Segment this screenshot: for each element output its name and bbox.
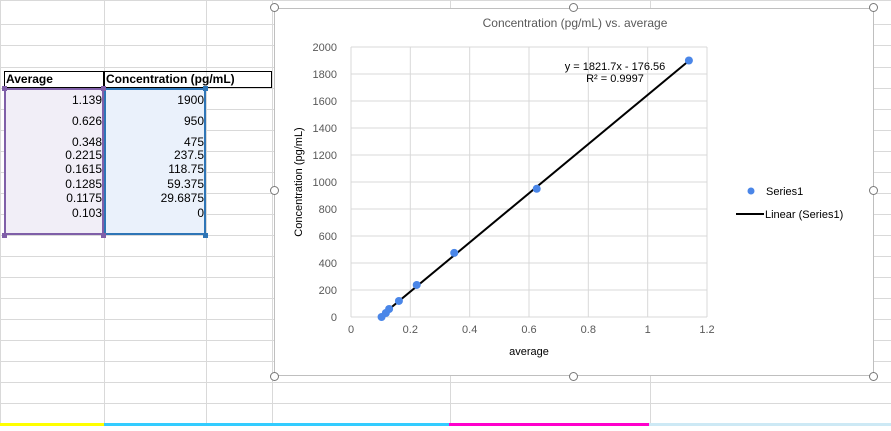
- color-bar-yellow: [0, 423, 104, 426]
- chart-resize-handle[interactable]: [270, 3, 279, 12]
- avg-cell[interactable]: 0.103: [71, 206, 102, 220]
- conc-cell[interactable]: 59.375: [167, 177, 204, 191]
- y-axis-label: Concentration (pg/mL): [293, 127, 305, 236]
- data-point: [394, 296, 403, 305]
- color-bar-lightblue: [649, 423, 891, 426]
- x-tick-label: 0.2: [403, 324, 418, 336]
- legend-marker-series1: [747, 187, 755, 195]
- chart-resize-handle[interactable]: [270, 372, 279, 381]
- chart-resize-handle[interactable]: [569, 3, 578, 12]
- conc-cell[interactable]: 0: [197, 206, 204, 220]
- selection-handle[interactable]: [101, 233, 106, 238]
- conc-cell[interactable]: 237.5: [173, 148, 204, 162]
- avg-cell[interactable]: 0.1175: [66, 191, 102, 205]
- y-tick-label: 1800: [313, 69, 337, 81]
- avg-cell[interactable]: 0.2215: [65, 148, 102, 162]
- conc-cell[interactable]: 1900: [177, 93, 204, 107]
- data-point: [450, 248, 459, 257]
- selection-handle[interactable]: [203, 233, 208, 238]
- x-tick-label: 1: [645, 324, 651, 336]
- trendline-r-squared: R² = 0.9997: [586, 73, 644, 85]
- data-point: [684, 56, 693, 65]
- avg-cell[interactable]: 0.1615: [65, 162, 102, 176]
- y-tick-label: 1000: [313, 177, 337, 189]
- color-bar-cyan: [104, 423, 449, 426]
- header-average-cell[interactable]: [4, 71, 104, 88]
- y-tick-label: 0: [331, 312, 337, 324]
- y-tick-label: 600: [319, 231, 337, 243]
- header-concentration-cell[interactable]: [104, 71, 272, 88]
- conc-cell[interactable]: 950: [183, 114, 204, 128]
- concentration-range-selection[interactable]: [104, 88, 206, 235]
- y-tick-label: 2000: [313, 42, 337, 54]
- avg-cell[interactable]: 0.1285: [65, 177, 102, 191]
- color-bar-magenta: [449, 423, 649, 426]
- trendline-equation: y = 1821.7x - 176.56: [565, 61, 666, 73]
- header-average: Average: [6, 72, 53, 86]
- y-tick-label: 1600: [313, 96, 337, 108]
- chart-resize-handle[interactable]: [869, 186, 878, 195]
- x-tick-label: 0.6: [521, 324, 536, 336]
- y-tick-label: 400: [319, 258, 337, 270]
- chart-title: Concentration (pg/mL) vs. average: [483, 16, 668, 30]
- selection-handle[interactable]: [2, 86, 7, 91]
- average-range-selection[interactable]: [4, 88, 104, 235]
- header-concentration: Concentration (pg/mL): [106, 72, 235, 86]
- y-tick-label: 1200: [313, 150, 337, 162]
- chart-resize-handle[interactable]: [869, 372, 878, 381]
- chart-resize-handle[interactable]: [569, 372, 578, 381]
- legend-label-trendline: Linear (Series1): [765, 209, 843, 221]
- x-tick-label: 0: [348, 324, 354, 336]
- data-point: [412, 280, 421, 289]
- chart-resize-handle[interactable]: [270, 186, 279, 195]
- conc-cell[interactable]: 29.6875: [160, 191, 204, 205]
- x-tick-label: 1.2: [699, 324, 714, 336]
- chart-resize-handle[interactable]: [869, 3, 878, 12]
- scatter-chart: Concentration (pg/mL) vs. average 0 200 400…: [293, 16, 843, 358]
- conc-cell[interactable]: 475: [183, 135, 204, 149]
- selection-handle[interactable]: [101, 86, 106, 91]
- avg-cell[interactable]: 0.348: [71, 135, 102, 149]
- conc-cell[interactable]: 118.75: [168, 162, 204, 176]
- y-tick-label: 200: [319, 285, 337, 297]
- avg-cell[interactable]: 1.139: [71, 93, 102, 107]
- y-tick-label: 800: [319, 204, 337, 216]
- chart-area[interactable]: Concentration (pg/mL) vs. average 0 200 400…: [274, 8, 874, 376]
- data-point: [377, 313, 386, 321]
- x-tick-label: 0.4: [462, 324, 477, 336]
- data-point: [532, 184, 541, 193]
- y-tick-label: 1400: [313, 123, 337, 135]
- x-axis-label: average: [509, 346, 549, 358]
- selection-handle[interactable]: [203, 86, 208, 91]
- x-tick-label: 0.8: [581, 324, 596, 336]
- avg-cell[interactable]: 0.626: [71, 114, 102, 128]
- legend-label-series1: Series1: [766, 186, 803, 198]
- selection-handle[interactable]: [2, 233, 7, 238]
